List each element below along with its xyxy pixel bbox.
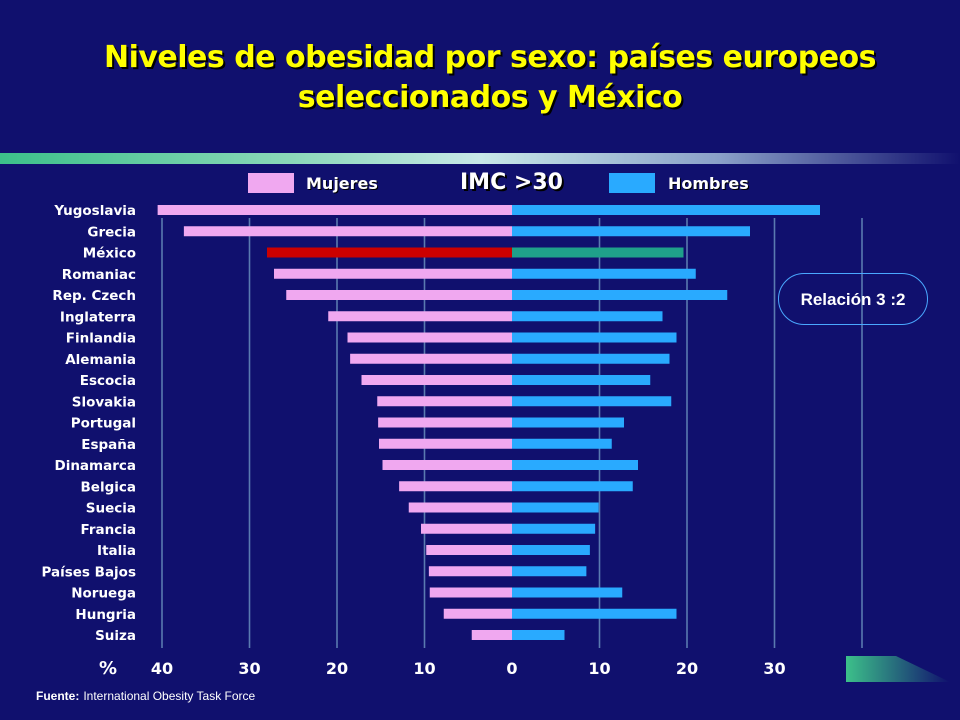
bar-men (512, 332, 677, 343)
source-prefix: Fuente: (36, 689, 80, 703)
category-label: Hungria (75, 607, 136, 623)
bar-men (512, 545, 590, 555)
category-label: México (83, 246, 136, 262)
bar-women (377, 396, 512, 407)
bar-men (512, 396, 672, 407)
bar-women (378, 417, 512, 428)
title-line-1: Niveles de obesidad por sexo: países eur… (103, 40, 877, 75)
tick-label: 10 (588, 659, 610, 678)
bar-women (428, 566, 512, 577)
category-label: Romaniac (62, 267, 136, 283)
bar-men (512, 630, 565, 640)
category-label: Dinamarca (54, 458, 136, 474)
category-label: Noruega (71, 586, 136, 602)
category-label: Yugoslavia (53, 203, 136, 219)
category-label: Belgica (81, 479, 136, 495)
category-label: Slovakia (72, 394, 136, 410)
title-divider (0, 153, 960, 164)
bar-men (512, 311, 663, 322)
bar-women (347, 332, 512, 343)
bar-men (512, 205, 820, 215)
category-label: Alemania (65, 352, 136, 368)
bar-men (512, 523, 596, 534)
category-label: Inglaterra (60, 309, 136, 325)
bar-women (443, 608, 512, 619)
bar-men (512, 460, 638, 470)
bar-women (379, 438, 512, 449)
category-label: Finlandia (66, 331, 136, 347)
bar-women (328, 311, 512, 322)
tick-label: 0 (506, 659, 517, 678)
bar-men (512, 353, 670, 364)
legend-women-label: Mujeres (306, 174, 378, 193)
bar-men (512, 417, 624, 428)
bar-men (512, 375, 651, 385)
category-label: Portugal (71, 416, 136, 432)
title-line-2: seleccionados y México (297, 80, 683, 115)
category-label: Grecia (87, 224, 136, 240)
bar-men (512, 268, 696, 279)
relation-badge: Relación 3 :2 (778, 273, 928, 325)
bar-men (512, 502, 599, 513)
source-text: International Obesity Task Force (83, 689, 256, 703)
category-label: Francia (81, 522, 136, 538)
legend-men-swatch (609, 173, 655, 193)
category-label: España (81, 437, 136, 453)
category-label: Suiza (95, 628, 136, 644)
bar-women (350, 353, 512, 364)
bar-women (429, 587, 512, 598)
page-title: Niveles de obesidad por sexo: países eur… (60, 38, 920, 118)
bar-men (512, 226, 750, 237)
legend-women-swatch (248, 173, 294, 193)
bar-men (512, 438, 612, 449)
tick-label: 20 (326, 659, 348, 678)
category-label: Italia (97, 543, 136, 559)
bar-women (183, 226, 512, 237)
bar-men (512, 608, 677, 619)
bar-women (286, 290, 512, 300)
tick-label: 20 (676, 659, 698, 678)
bar-women (408, 502, 512, 513)
bar-women (274, 268, 512, 279)
bar-women (426, 545, 512, 555)
tick-label: 10 (413, 659, 435, 678)
bar-women (267, 247, 512, 258)
bar-women (421, 523, 512, 534)
bar-men (512, 481, 633, 492)
imc-label: IMC >30 (460, 170, 563, 195)
category-label: Suecia (86, 501, 136, 517)
axis-unit-label: % (99, 658, 117, 679)
corner-decoration (846, 656, 950, 682)
bar-men (512, 587, 623, 598)
source-note: Fuente: International Obesity Task Force (36, 689, 255, 703)
bar-men (512, 247, 684, 258)
legend-men-label: Hombres (668, 174, 749, 193)
tick-label: 30 (763, 659, 785, 678)
bar-women (382, 460, 512, 470)
bar-women (399, 481, 512, 492)
bar-men (512, 566, 587, 577)
category-label: Países Bajos (41, 564, 136, 580)
tick-label: 40 (151, 659, 173, 678)
category-label: Escocia (80, 373, 136, 389)
category-label: Rep. Czech (52, 288, 136, 304)
tick-label: 30 (238, 659, 260, 678)
bar-women (157, 205, 512, 215)
bar-women (361, 375, 512, 385)
bar-women (471, 630, 512, 640)
bar-men (512, 290, 728, 300)
